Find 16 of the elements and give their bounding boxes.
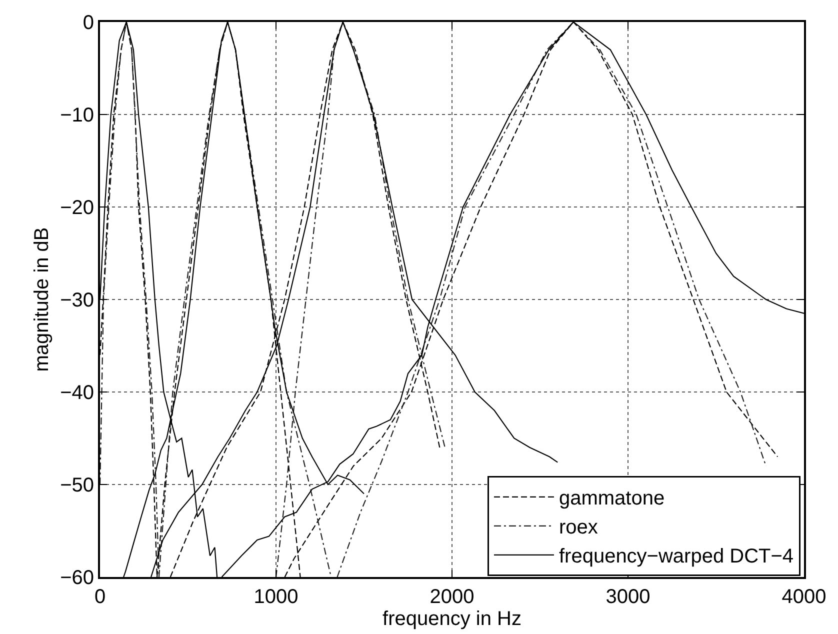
legend-label: frequency−warped DCT−4: [558, 546, 794, 568]
y-tick-label: −40: [60, 382, 94, 404]
y-axis-title: magnitude in dB: [31, 227, 54, 372]
y-tick-label: −20: [60, 197, 94, 219]
legend-label: roex: [558, 516, 598, 539]
x-tick-label: 2000: [430, 586, 474, 608]
legend-label: gammatone: [558, 488, 665, 510]
y-tick-label: 0: [82, 12, 94, 34]
y-tick-label: −60: [60, 567, 94, 589]
y-tick-label: −30: [60, 290, 94, 312]
y-tick-label: −50: [60, 474, 94, 496]
y-tick-label: −10: [60, 104, 94, 126]
x-tick-label: 1000: [254, 586, 298, 608]
x-tick-label: 3000: [606, 586, 650, 608]
x-axis-title: frequency in Hz: [382, 608, 522, 630]
x-tick-label: 4000: [782, 586, 826, 608]
